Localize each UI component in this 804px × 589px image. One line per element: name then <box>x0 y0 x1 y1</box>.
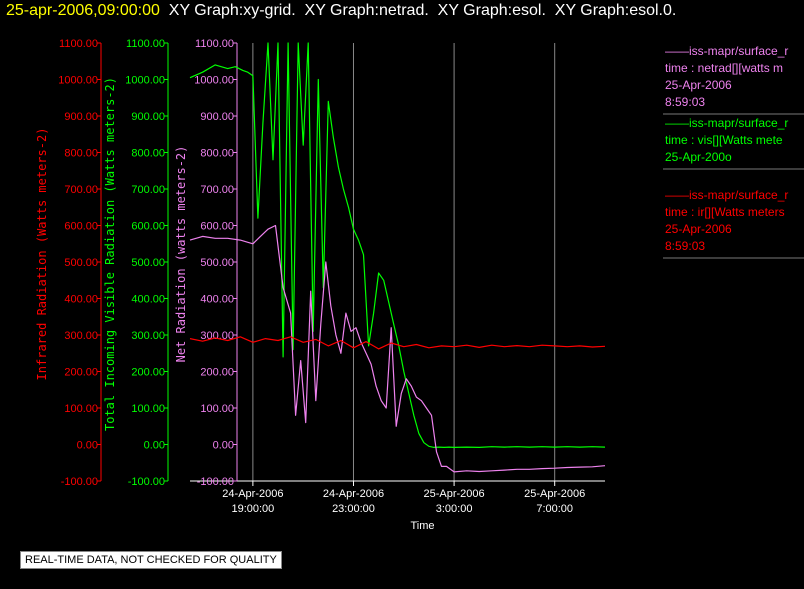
legend-entry-line: time : netrad[][watts m <box>665 61 783 75</box>
x-tick-label-date: 25-Apr-2006 <box>424 488 485 500</box>
legend-entry-line: 25-Apr-2006 <box>665 78 732 92</box>
x-tick-label-date: 24-Apr-2006 <box>222 488 283 500</box>
y-tick-label-vis: 500.00 <box>131 257 165 269</box>
legend-entry-line: 25-Apr-200o <box>665 150 732 164</box>
legend-entry-line: time : vis[][Watts mete <box>665 133 783 147</box>
x-tick-label-time: 7:00:00 <box>536 503 573 515</box>
y-tick-label-vis: 900.00 <box>131 111 165 123</box>
legend-entry-line: 8:59:03 <box>665 239 705 253</box>
y-tick-label-vis: 700.00 <box>131 184 165 196</box>
y-tick-label-ir: 0.00 <box>77 440 98 452</box>
y-tick-label-vis: 1000.00 <box>125 75 165 87</box>
x-axis-title: Time <box>410 520 434 532</box>
y-tick-label-ir: 1000.00 <box>58 75 98 87</box>
y-tick-label-vis: 200.00 <box>131 367 165 379</box>
legend-entry-line: ——iss-mapr/surface_r <box>665 116 788 130</box>
y-tick-label-vis: 400.00 <box>131 294 165 306</box>
y-tick-label-net: 700.00 <box>200 184 234 196</box>
y-tick-label-net: 900.00 <box>200 111 234 123</box>
y-tick-label-ir: -100.00 <box>61 476 98 488</box>
legend-entry-line: ——iss-mapr/surface_r <box>665 44 788 58</box>
legend-entry-line: time : ir[][Watts meters <box>665 205 785 219</box>
y-tick-label-vis: 300.00 <box>131 330 165 342</box>
legend-entry-line: 8:59:03 <box>665 95 705 109</box>
y-axis-title-net: Net Radiation (watts meters-2) <box>174 146 188 363</box>
y-tick-label-ir: 100.00 <box>64 403 98 415</box>
y-tick-label-net: 800.00 <box>200 148 234 160</box>
y-tick-label-ir: 1100.00 <box>59 38 98 50</box>
series-line-ir <box>189 336 606 350</box>
y-axis-title-vis: Total Incoming Visible Radiation (Watts … <box>103 77 117 431</box>
x-tick-label-date: 24-Apr-2006 <box>323 488 384 500</box>
y-tick-label-ir: 300.00 <box>64 330 98 342</box>
title-timestamp: 25-apr-2006,09:00:00 <box>6 2 160 19</box>
y-tick-label-net: 400.00 <box>200 294 234 306</box>
y-tick-label-ir: 800.00 <box>64 148 98 160</box>
y-tick-label-ir: 900.00 <box>64 111 98 123</box>
y-tick-label-net: -100.00 <box>197 476 234 488</box>
y-tick-label-ir: 700.00 <box>64 184 98 196</box>
y-axis-title-ir: Infrared Radiation (Watts meters-2) <box>35 128 49 381</box>
y-tick-label-ir: 600.00 <box>64 221 98 233</box>
y-tick-label-vis: 100.00 <box>131 403 165 415</box>
y-tick-label-net: 500.00 <box>200 257 234 269</box>
y-tick-label-vis: 1100.00 <box>126 38 165 50</box>
y-tick-label-vis: 600.00 <box>131 221 165 233</box>
y-tick-label-ir: 500.00 <box>64 257 98 269</box>
x-tick-label-time: 3:00:00 <box>436 503 473 515</box>
series-line-vis <box>189 42 606 448</box>
y-tick-label-net: 1100.00 <box>195 38 234 50</box>
y-tick-label-net: 200.00 <box>200 367 234 379</box>
window-title: 25-apr-2006,09:00:00 XY Graph:xy-grid. X… <box>6 2 676 20</box>
y-tick-label-net: 600.00 <box>200 221 234 233</box>
y-tick-label-vis: 800.00 <box>131 148 165 160</box>
quality-disclaimer: REAL-TIME DATA, NOT CHECKED FOR QUALITY <box>20 551 282 569</box>
x-tick-label-time: 23:00:00 <box>332 503 375 515</box>
y-tick-label-ir: 200.00 <box>64 367 98 379</box>
y-tick-label-vis: -100.00 <box>128 476 165 488</box>
legend-entry-line: 25-Apr-2006 <box>665 222 732 236</box>
series-line-net <box>189 224 606 473</box>
y-tick-label-vis: 0.00 <box>144 440 165 452</box>
y-tick-label-net: 1000.00 <box>194 75 234 87</box>
y-tick-label-net: 100.00 <box>200 403 234 415</box>
y-tick-label-net: 0.00 <box>213 440 234 452</box>
legend-entry-line: ——iss-mapr/surface_r <box>665 188 788 202</box>
x-tick-label-time: 19:00:00 <box>231 503 274 515</box>
y-tick-label-ir: 400.00 <box>64 294 98 306</box>
x-tick-label-date: 25-Apr-2006 <box>524 488 585 500</box>
title-graph-list: XY Graph:xy-grid. XY Graph:netrad. XY Gr… <box>159 2 677 19</box>
